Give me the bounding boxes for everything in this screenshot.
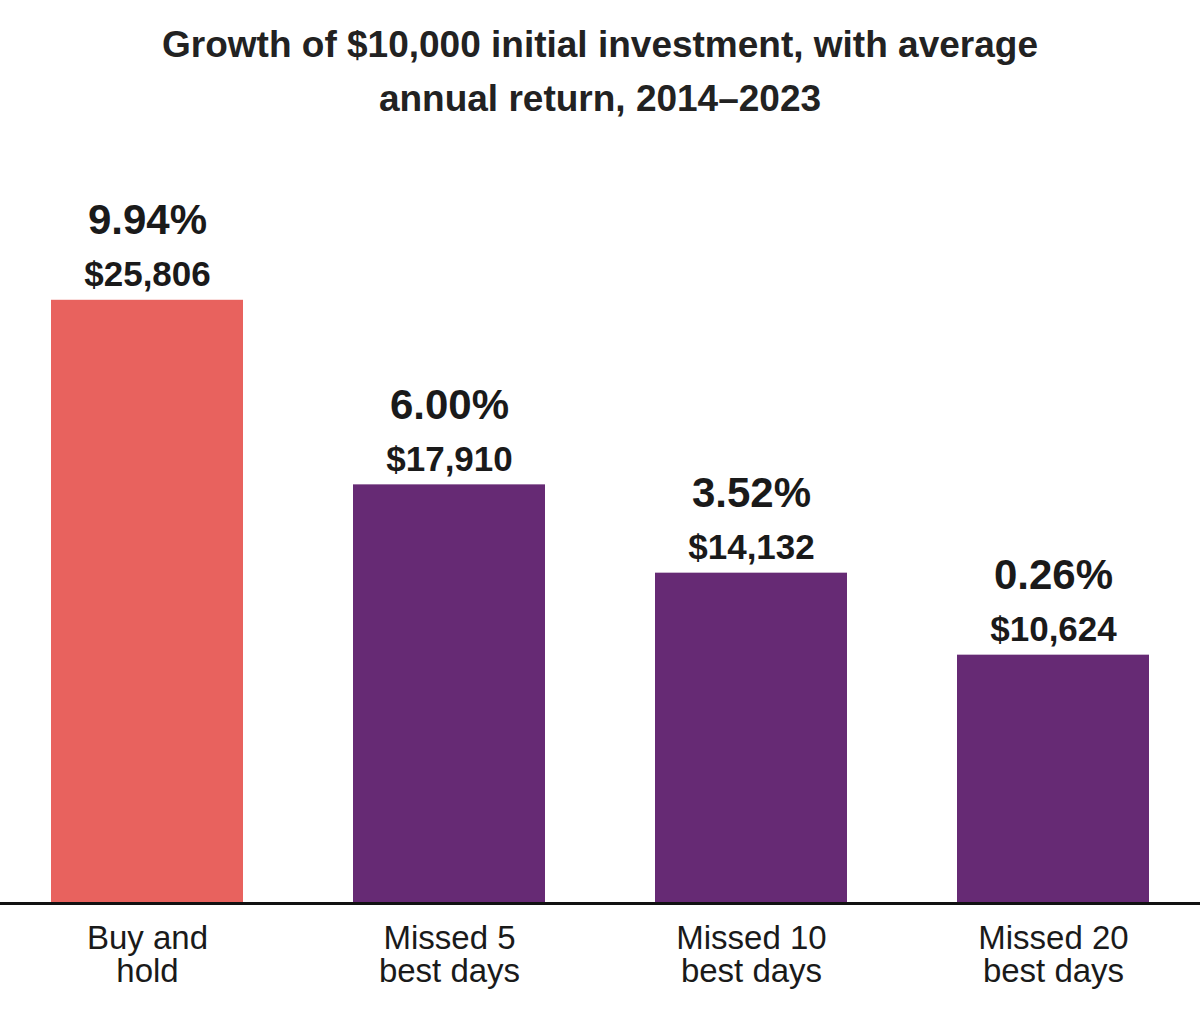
svg-text:3.52%: 3.52% (692, 469, 811, 516)
html-text:Growth of $10,000 initial inve: Growth of $10,000 initial investment, wi… (162, 24, 1038, 119)
svg-text:6.00%: 6.00% (390, 381, 509, 428)
svg-text:$17,910: $17,910 (386, 439, 513, 478)
svg-text:0.26%: 0.26% (994, 551, 1113, 598)
svg-text:Buy andhold: Buy andhold (87, 919, 208, 989)
svg-text:Missed 5best days: Missed 5best days (379, 919, 520, 989)
svg-text:9.94%: 9.94% (88, 196, 207, 243)
svg-text:Missed 20best days: Missed 20best days (978, 919, 1128, 989)
svg-text:$10,624: $10,624 (990, 609, 1117, 648)
svg-text:Missed 10best days: Missed 10best days (676, 919, 826, 989)
svg-text:$25,806: $25,806 (84, 254, 211, 293)
svg-text:$14,132: $14,132 (688, 527, 815, 566)
